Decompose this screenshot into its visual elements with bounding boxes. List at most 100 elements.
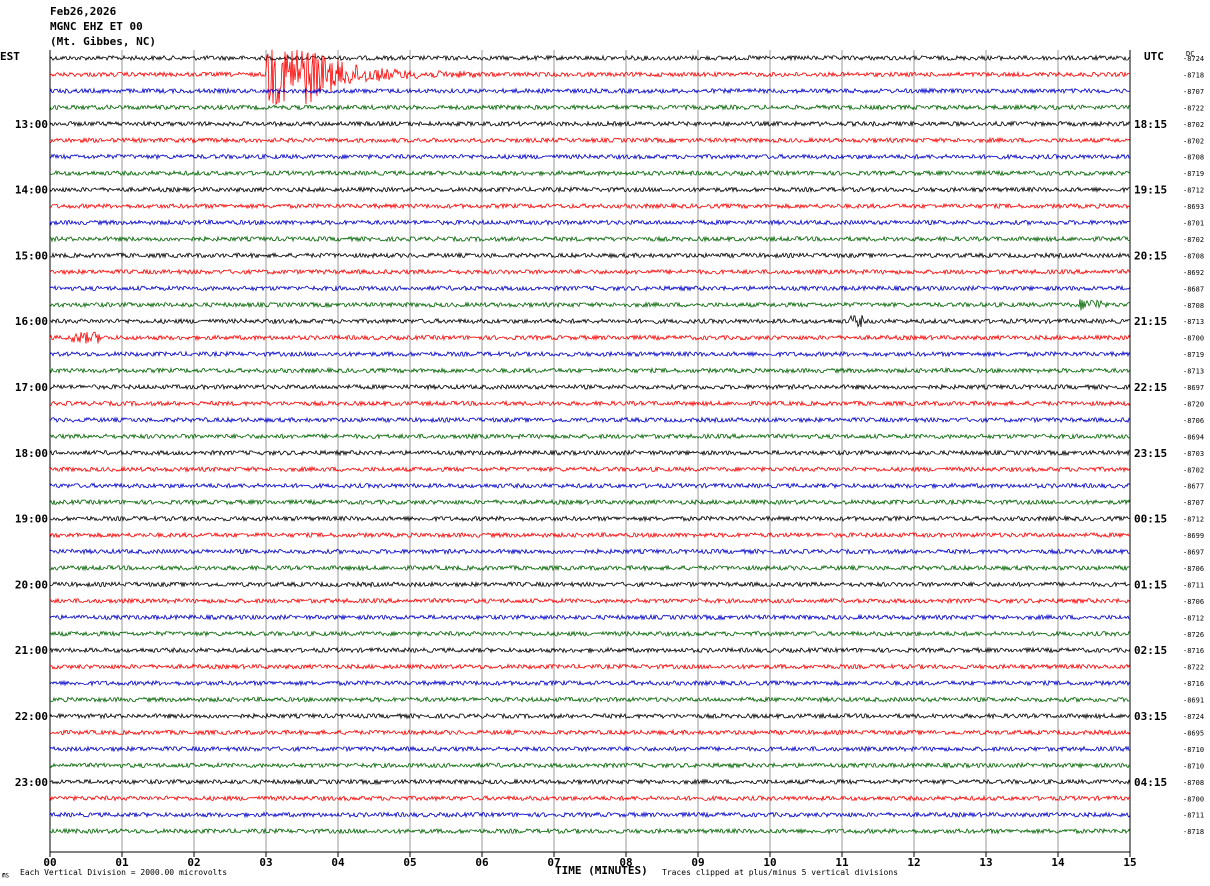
dc-offset-label: -8702 (1183, 121, 1204, 129)
seismic-trace (49, 399, 1131, 408)
dc-offset-label: -8703 (1183, 450, 1204, 458)
dc-offset-label: -8718 (1183, 828, 1204, 836)
seismic-trace (49, 630, 1131, 638)
seismic-trace (49, 794, 1131, 802)
dc-offset-label: -8708 (1183, 252, 1204, 260)
dc-offset-label: -8701 (1183, 220, 1204, 228)
dc-offset-label: -8694 (1183, 433, 1204, 441)
dc-offset-label: -8687 (1183, 285, 1204, 293)
local-hour-label: 22:00 (15, 710, 48, 723)
seismic-trace (49, 695, 1131, 704)
dc-offset-label: -8711 (1183, 581, 1204, 589)
seismic-trace (49, 679, 1131, 687)
seismic-trace (49, 103, 1131, 111)
dc-offset-label: -8702 (1183, 236, 1204, 244)
seismic-trace (50, 251, 1131, 260)
x-tick-label: 04 (331, 856, 345, 869)
utc-timezone-label: UTC (1144, 50, 1164, 63)
dc-offset-label: -8706 (1183, 598, 1204, 606)
seismic-trace (49, 449, 1131, 457)
utc-hour-label: 03:15 (1134, 710, 1167, 723)
x-tick-label: 05 (403, 856, 416, 869)
x-tick-label: 15 (1123, 856, 1136, 869)
seismic-trace (49, 49, 1131, 106)
dc-offset-label: -8706 (1183, 417, 1204, 425)
dc-offset-label: -8697 (1183, 384, 1204, 392)
seismic-trace (49, 235, 1131, 243)
local-hour-label: 18:00 (15, 447, 48, 460)
x-tick-label: 13 (979, 856, 992, 869)
seismic-trace (49, 712, 1131, 720)
dc-offset-label: -8702 (1183, 137, 1204, 145)
seismic-trace (49, 169, 1131, 177)
utc-hour-label: 22:15 (1134, 381, 1167, 394)
seismic-trace (49, 547, 1130, 556)
seismic-trace (49, 268, 1131, 276)
utc-hour-label: 23:15 (1134, 447, 1167, 460)
seismic-trace (49, 87, 1131, 95)
seismic-trace (49, 465, 1131, 473)
dc-offset-label: -8724 (1183, 55, 1204, 63)
seismic-trace (49, 383, 1131, 391)
utc-hour-label: 19:15 (1134, 184, 1167, 197)
x-tick-label: 06 (475, 856, 489, 869)
x-tick-label: 02 (187, 856, 200, 869)
dc-offset-label: -8716 (1183, 680, 1204, 688)
seismic-trace (49, 482, 1131, 490)
seismic-trace (49, 811, 1131, 819)
dc-offset-label: -8718 (1183, 71, 1204, 79)
dc-offset-label: -8706 (1183, 565, 1204, 573)
seismic-trace (49, 136, 1131, 144)
seismic-trace (49, 432, 1131, 440)
dc-offset-label: -8702 (1183, 466, 1204, 474)
dc-offset-label: -8712 (1183, 187, 1204, 195)
seismic-trace (49, 778, 1131, 786)
utc-hour-label: 04:15 (1134, 776, 1167, 789)
seismic-trace (49, 646, 1131, 654)
local-hour-label: 13:00 (15, 118, 48, 131)
dc-offset-label: -8699 (1183, 532, 1204, 540)
x-tick-label: 07 (547, 856, 560, 869)
seismic-trace (49, 153, 1131, 161)
dc-offset-label: -8719 (1183, 170, 1204, 178)
seismic-trace (49, 728, 1131, 737)
x-tick-label: 00 (43, 856, 56, 869)
dc-offset-label: -8692 (1183, 269, 1204, 277)
dc-offset-header: DC (1186, 50, 1195, 58)
logo-mark: ㎳ (2, 871, 9, 879)
dc-offset-label: -8720 (1183, 400, 1204, 408)
dc-offset-label: -8695 (1183, 729, 1204, 737)
dc-offset-label: -8713 (1183, 318, 1204, 326)
utc-hour-label: 01:15 (1134, 578, 1167, 591)
x-tick-label: 01 (115, 856, 129, 869)
x-axis-label: TIME (MINUTES) (555, 864, 648, 877)
seismic-trace (49, 299, 1131, 311)
seismic-trace (49, 564, 1131, 572)
clip-note: Traces clipped at plus/minus 5 vertical … (662, 868, 899, 877)
seismic-trace (49, 531, 1131, 539)
dc-offset-label: -8677 (1183, 483, 1204, 491)
x-tick-label: 11 (835, 856, 849, 869)
dc-offset-label: -8700 (1183, 795, 1204, 803)
seismic-trace (49, 745, 1131, 753)
dc-offset-label: -8708 (1183, 779, 1204, 787)
seismic-trace (49, 663, 1131, 671)
seismic-trace (49, 284, 1131, 292)
dc-offset-label: -8722 (1183, 664, 1204, 672)
seismic-trace (49, 120, 1131, 128)
seismic-trace (49, 597, 1131, 605)
seismic-trace (49, 331, 1131, 344)
dc-offset-label: -8708 (1183, 302, 1204, 310)
utc-hour-label: 18:15 (1134, 118, 1167, 131)
dc-offset-label: -8710 (1183, 746, 1204, 754)
seismic-trace (49, 498, 1131, 506)
dc-offset-label: -8711 (1183, 812, 1204, 820)
local-hour-label: 23:00 (15, 776, 48, 789)
local-hour-label: 17:00 (15, 381, 48, 394)
seismic-trace (49, 827, 1131, 835)
local-hour-label: 21:00 (15, 644, 48, 657)
seismic-trace (49, 514, 1131, 523)
dc-offset-label: -8726 (1183, 631, 1204, 639)
x-tick-label: 03 (259, 856, 272, 869)
